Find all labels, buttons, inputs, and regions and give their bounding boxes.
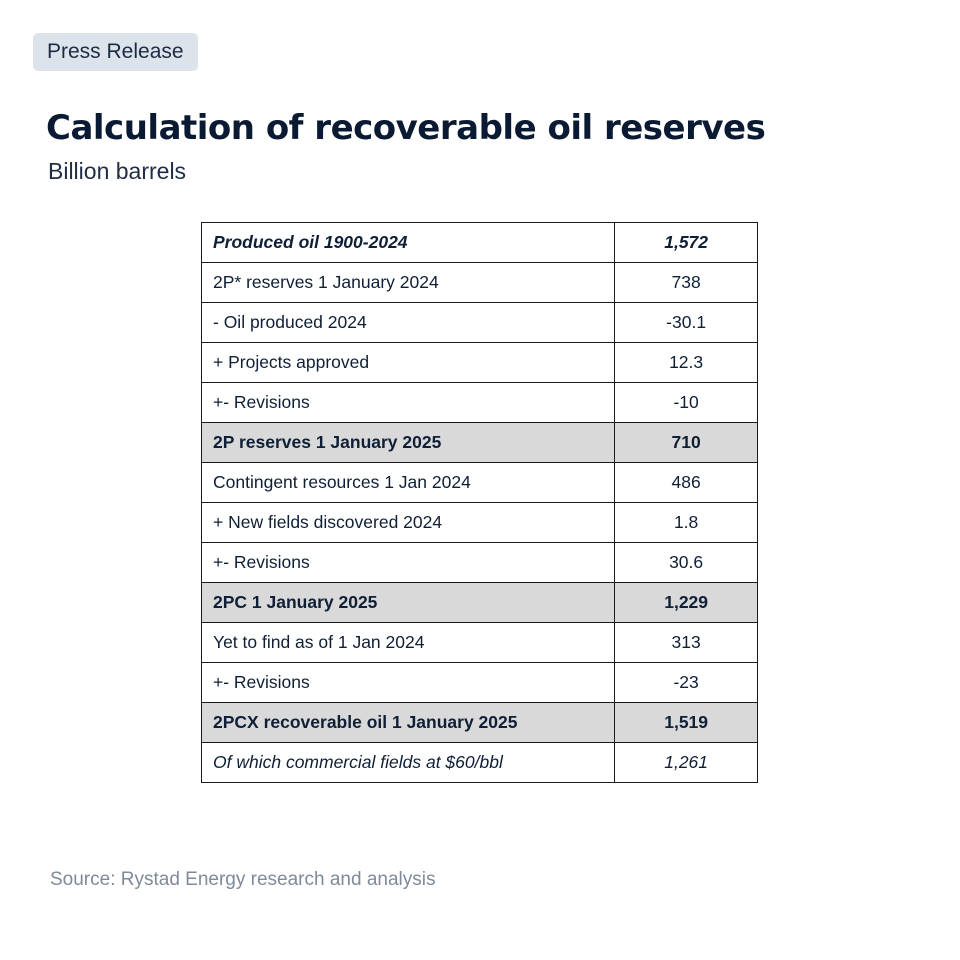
row-label: +- Revisions	[200, 542, 616, 583]
table-row: +- Revisions -10	[200, 382, 758, 423]
row-value: 12.3	[614, 342, 758, 383]
row-label: 2PCX recoverable oil 1 January 2025	[200, 702, 616, 743]
row-label: +- Revisions	[200, 382, 616, 423]
row-value: 1,261	[614, 742, 758, 783]
row-value: 486	[614, 462, 758, 503]
row-value: -23	[614, 662, 758, 703]
table-row: - Oil produced 2024 -30.1	[200, 302, 758, 343]
row-value: 1,229	[614, 582, 758, 623]
row-value: 1,519	[614, 702, 758, 743]
row-value: -10	[614, 382, 758, 423]
table-row: 2PCX recoverable oil 1 January 2025 1,519	[200, 702, 758, 743]
table-row: +- Revisions 30.6	[200, 542, 758, 583]
row-value: 313	[614, 622, 758, 663]
source-note: Source: Rystad Energy research and analy…	[50, 869, 436, 890]
row-label: 2P* reserves 1 January 2024	[200, 262, 616, 303]
row-label: + New fields discovered 2024	[200, 502, 616, 543]
table-row: 2P* reserves 1 January 2024 738	[200, 262, 758, 303]
reserves-table: Produced oil 1900-2024 1,572 2P* reserves …	[200, 222, 758, 783]
table-row: + Projects approved 12.3	[200, 342, 758, 383]
row-label: +- Revisions	[200, 662, 616, 703]
row-label: Contingent resources 1 Jan 2024	[200, 462, 616, 503]
row-value: 30.6	[614, 542, 758, 583]
row-label: + Projects approved	[200, 342, 616, 383]
table-row: + New fields discovered 2024 1.8	[200, 502, 758, 543]
row-label: Produced oil 1900-2024	[200, 222, 616, 263]
table-row: Of which commercial fields at $60/bbl 1,2…	[200, 742, 758, 783]
row-label: 2PC 1 January 2025	[200, 582, 616, 623]
table-row: Produced oil 1900-2024 1,572	[200, 222, 758, 263]
row-value: 738	[614, 262, 758, 303]
row-label: Of which commercial fields at $60/bbl	[200, 742, 616, 783]
press-release-badge: Press Release	[33, 33, 198, 71]
table-row: 2PC 1 January 2025 1,229	[200, 582, 758, 623]
row-label: - Oil produced 2024	[200, 302, 616, 343]
table-row: Contingent resources 1 Jan 2024 486	[200, 462, 758, 503]
page-title: Calculation of recoverable oil reserves	[46, 108, 766, 148]
row-value: 1,572	[614, 222, 758, 263]
row-value: 710	[614, 422, 758, 463]
table-row: +- Revisions -23	[200, 662, 758, 703]
row-label: Yet to find as of 1 Jan 2024	[200, 622, 616, 663]
row-value: -30.1	[614, 302, 758, 343]
reserves-table-body: Produced oil 1900-2024 1,572 2P* reserves …	[200, 222, 758, 783]
table-row: 2P reserves 1 January 2025 710	[200, 422, 758, 463]
row-value: 1.8	[614, 502, 758, 543]
table-row: Yet to find as of 1 Jan 2024 313	[200, 622, 758, 663]
row-label: 2P reserves 1 January 2025	[200, 422, 616, 463]
page-subtitle: Billion barrels	[48, 158, 187, 184]
